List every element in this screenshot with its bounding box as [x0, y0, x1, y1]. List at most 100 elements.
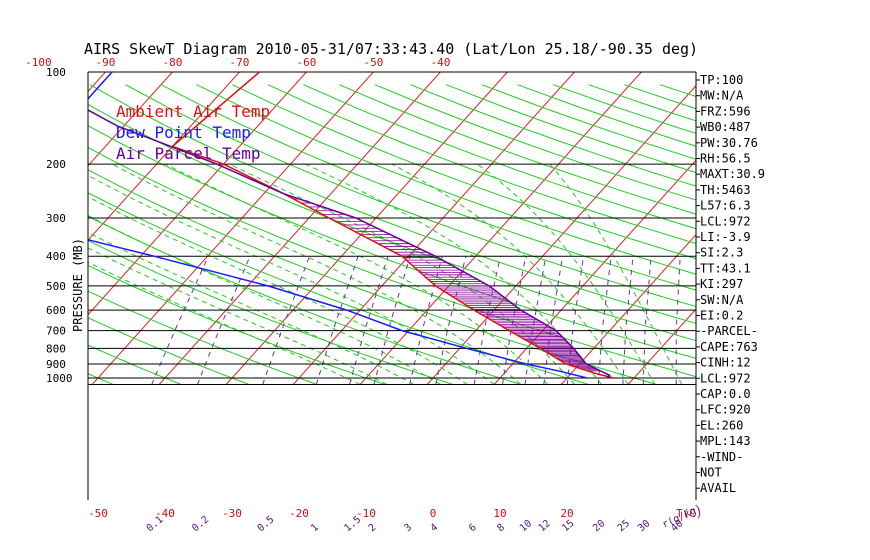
top-temp-tick-label: -60: [296, 56, 316, 69]
isobar-lines: [88, 71, 696, 385]
mixing-ratio-label: 10: [518, 518, 534, 534]
mixing-ratio-line: [597, 256, 612, 385]
chart-title: AIRS SkewT Diagram 2010-05-31/07:33:43.4…: [84, 40, 698, 58]
legend: Ambient Air Temp Dew Point Temp Air Parcel…: [116, 102, 270, 163]
legend-entry: Air Parcel Temp: [116, 144, 261, 163]
stats-item: KI:297: [700, 277, 743, 291]
y-axis-label: PRESSURE (MB): [71, 238, 85, 332]
stats-item: LI:-3.9: [700, 230, 751, 244]
stats-item: MW:N/A: [700, 89, 744, 103]
isotherm-line: [88, 72, 106, 93]
mixing-ratio-label: 20: [591, 518, 607, 534]
mixing-ratio-label: 1: [309, 522, 321, 534]
moist-adiabat-line: [391, 163, 629, 385]
top-temp-tick-label: -50: [363, 56, 383, 69]
mixing-ratio-line: [315, 256, 359, 385]
stats-item: -WIND-: [700, 450, 743, 464]
dry-adiabat-line: [88, 192, 589, 385]
isotherm-line: [91, 72, 374, 385]
mixing-ratio-line: [409, 256, 443, 385]
stats-item: MAXT:30.9: [700, 167, 765, 181]
top-temp-tick-label: -100: [25, 56, 52, 69]
mixing-ratio-label: 0.2: [190, 514, 211, 534]
profile-line-ambient-air-temp: [171, 72, 615, 379]
stats-item: LCL:972: [700, 214, 751, 228]
stats-item: -PARCEL-: [700, 324, 758, 338]
isotherm-line: [292, 72, 575, 385]
mixing-ratio-label: 3: [402, 522, 414, 534]
mixing-ratio-line: [151, 255, 209, 385]
isotherm-line: [426, 85, 696, 385]
dry-adiabat-line: [339, 84, 696, 215]
mixing-ratio-label: 4: [429, 522, 441, 534]
mixing-ratio-line: [675, 256, 681, 385]
top-temp-tick-label: -90: [95, 56, 115, 69]
bottom-temp-tick-label: -10: [356, 507, 376, 520]
mixing-ratio-label: 25: [616, 518, 632, 534]
top-temp-tick-label: -40: [430, 56, 450, 69]
pressure-tick-label: 200: [46, 158, 66, 171]
stats-item: PW:30.76: [700, 136, 758, 150]
moist-adiabat-line: [88, 174, 495, 385]
dry-adiabat-line: [88, 290, 318, 385]
stats-item: FRZ:596: [700, 104, 751, 118]
dry-adiabat-line: [160, 84, 696, 291]
x-axis-label: T(C): [676, 507, 703, 520]
stats-item: LFC:920: [700, 403, 751, 417]
isotherm-line: [88, 72, 240, 241]
dry-adiabat-line: [446, 84, 696, 174]
mixing-ratio-line: [473, 256, 501, 385]
stats-item: L57:6.3: [700, 199, 751, 213]
mixing-ratio-label: 15: [560, 518, 576, 534]
moist-adiabat-line: [112, 163, 522, 385]
mixing-ratio-line: [349, 256, 389, 385]
stats-item: TP:100: [700, 73, 743, 87]
isotherm-line: [829, 72, 870, 384]
dry-adiabat-line: [88, 239, 454, 385]
stats-item: WB0:487: [700, 120, 751, 134]
pressure-tick-label: 400: [46, 250, 66, 263]
mixing-ratio-label: 6: [467, 522, 479, 534]
dry-adiabat-line: [88, 344, 182, 385]
pressure-tick-label: 100: [46, 66, 66, 79]
bottom-temp-tick-label: 10: [493, 507, 506, 520]
dry-adiabat-line: [303, 84, 696, 230]
dry-adiabat-line: [89, 84, 696, 324]
moist-adiabat-line: [305, 163, 602, 385]
moist-adiabat-line: [229, 163, 575, 385]
mixing-ratio-label: 8: [495, 522, 507, 534]
pressure-tick-label: 500: [46, 280, 66, 293]
isotherm-line: [88, 72, 307, 316]
moist-adiabat-line: [88, 215, 441, 385]
dry-adiabat-line: [125, 84, 696, 308]
moist-adiabat-line: [549, 163, 683, 385]
isotherm-line: [0, 72, 38, 384]
stats-item: MPL:143: [700, 434, 751, 448]
stats-item: CINH:12: [700, 356, 751, 370]
mixing-ratio-label: 12: [537, 518, 553, 534]
stats-item: NOT: [700, 466, 722, 480]
stats-item: LCL:972: [700, 371, 751, 385]
legend-entry: Dew Point Temp: [116, 123, 251, 142]
dry-adiabat-line: [88, 125, 696, 359]
isotherm-line: [627, 308, 696, 385]
stats-item: TH:5463: [700, 183, 751, 197]
moist-adiabat-line: [165, 163, 549, 385]
legend-entry: Ambient Air Temp: [116, 102, 270, 121]
pressure-tick-label: 600: [46, 304, 66, 317]
stats-item: CAPE:763: [700, 340, 758, 354]
pressure-tick-label: 1000: [46, 372, 73, 385]
dry-adiabat-line: [410, 84, 696, 187]
bottom-temp-tick-label: 20: [560, 507, 573, 520]
stats-item: AVAIL: [700, 481, 736, 495]
mixing-ratio-line: [502, 256, 527, 385]
dry-adiabat-line: [88, 103, 696, 342]
stats-item: SI:2.3: [700, 246, 743, 260]
pressure-tick-label: 700: [46, 325, 66, 338]
dry-adiabat-line: [88, 146, 696, 378]
stats-item: TT:43.1: [700, 261, 751, 275]
mixing-ratio-label: 30: [636, 518, 652, 534]
moist-adiabat-line: [477, 163, 656, 385]
